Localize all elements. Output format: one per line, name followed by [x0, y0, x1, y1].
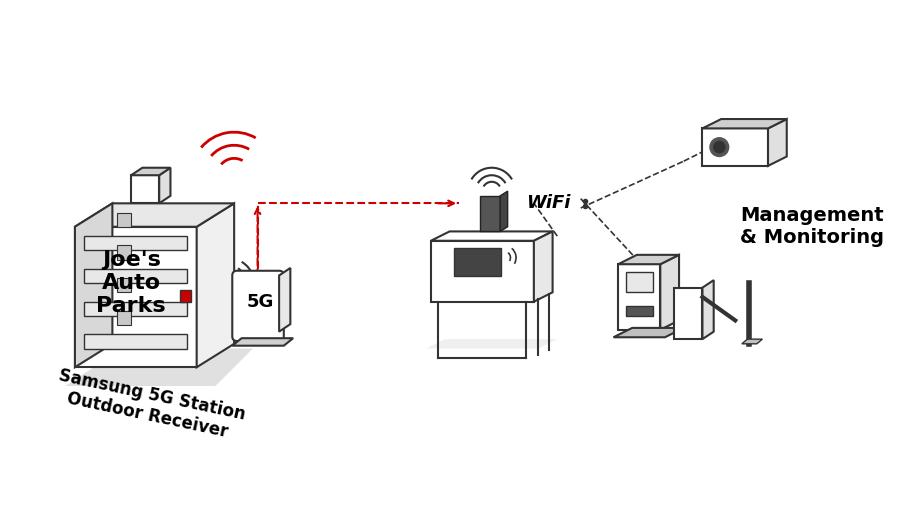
Text: Joe's
Auto
Parks: Joe's Auto Parks: [96, 250, 166, 316]
Text: Samsung 5G Station
Outdoor Receiver: Samsung 5G Station Outdoor Receiver: [53, 366, 248, 443]
Polygon shape: [480, 196, 500, 231]
Polygon shape: [197, 204, 234, 367]
Text: Management
& Monitoring: Management & Monitoring: [740, 206, 884, 247]
Polygon shape: [431, 241, 534, 301]
Polygon shape: [454, 248, 501, 276]
Polygon shape: [618, 255, 679, 264]
Polygon shape: [703, 119, 787, 128]
Polygon shape: [75, 227, 197, 367]
Polygon shape: [85, 334, 187, 348]
Polygon shape: [703, 128, 768, 166]
Polygon shape: [117, 278, 131, 292]
Polygon shape: [131, 175, 159, 204]
Polygon shape: [159, 168, 170, 204]
Polygon shape: [85, 301, 187, 316]
Polygon shape: [614, 328, 684, 337]
Polygon shape: [237, 275, 279, 336]
Polygon shape: [131, 168, 170, 175]
Polygon shape: [117, 245, 131, 260]
Text: 5G: 5G: [247, 293, 274, 311]
Circle shape: [714, 141, 724, 153]
Polygon shape: [66, 348, 253, 386]
Polygon shape: [75, 204, 112, 367]
Polygon shape: [427, 339, 557, 348]
Polygon shape: [703, 280, 714, 339]
Polygon shape: [742, 339, 762, 344]
Bar: [180, 290, 191, 301]
Polygon shape: [626, 272, 652, 292]
FancyBboxPatch shape: [232, 271, 284, 341]
Polygon shape: [618, 264, 661, 330]
Polygon shape: [768, 119, 787, 166]
Polygon shape: [85, 269, 187, 283]
Polygon shape: [500, 191, 508, 231]
Polygon shape: [674, 288, 703, 339]
Polygon shape: [75, 204, 234, 227]
Polygon shape: [534, 231, 553, 301]
Polygon shape: [279, 268, 291, 332]
Polygon shape: [85, 236, 187, 250]
Polygon shape: [117, 311, 131, 325]
Circle shape: [710, 138, 729, 157]
Polygon shape: [626, 307, 652, 316]
Polygon shape: [232, 338, 293, 346]
Text: WiFi: WiFi: [526, 194, 570, 212]
Polygon shape: [431, 231, 553, 241]
Polygon shape: [661, 255, 679, 330]
Polygon shape: [117, 213, 131, 227]
